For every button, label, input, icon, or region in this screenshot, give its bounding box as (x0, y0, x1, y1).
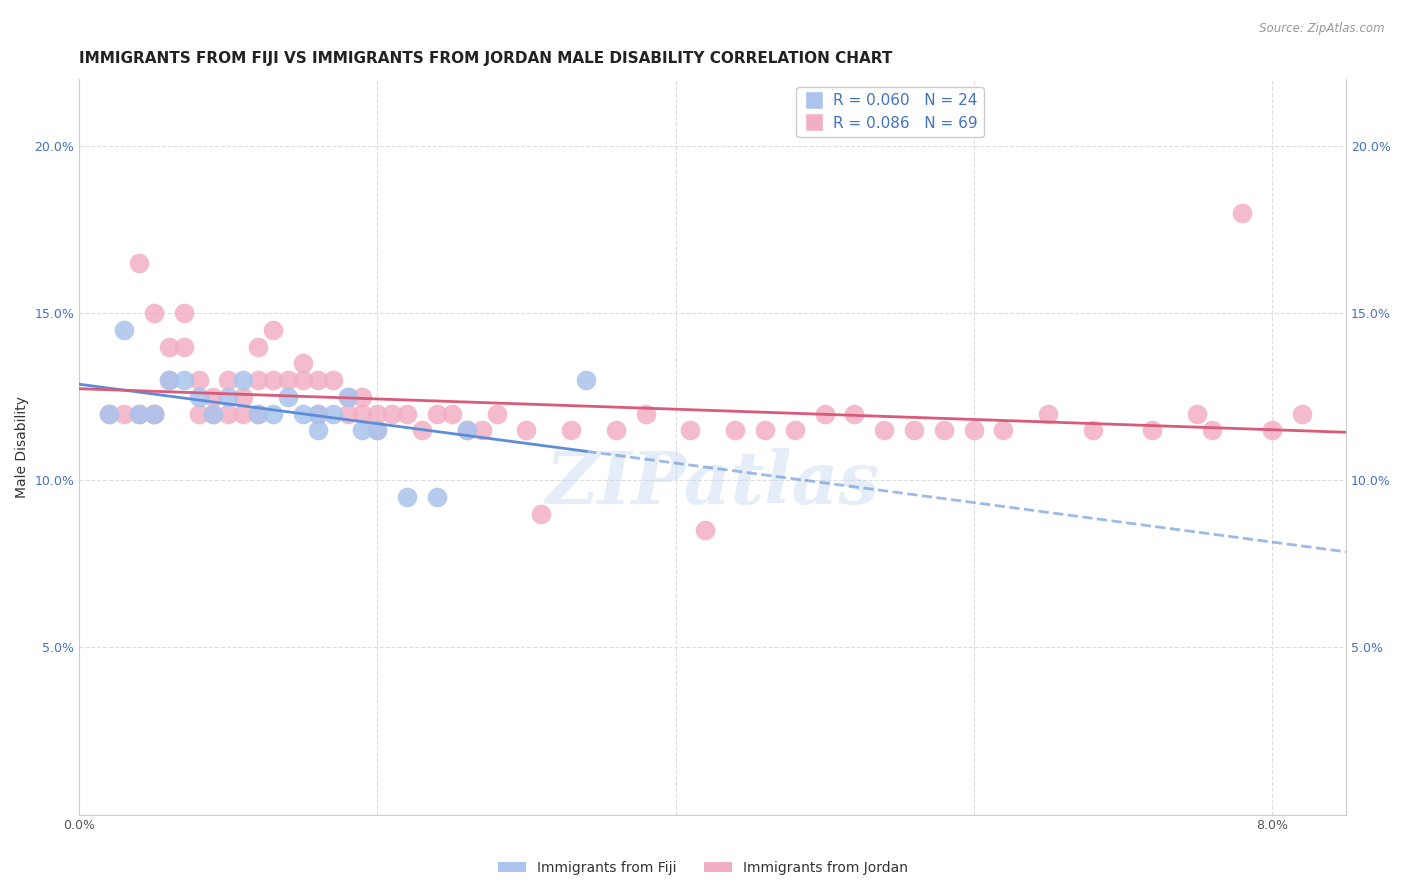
Point (187, 407, 209, 421)
Legend: R = 0.060   N = 24, R = 0.086   N = 69: R = 0.060 N = 24, R = 0.086 N = 69 (796, 87, 984, 136)
Point (247, 407, 270, 421)
Point (98, 407, 121, 421)
Point (291, 407, 314, 421)
Point (1142, 423, 1164, 437)
Point (247, 407, 270, 421)
Point (128, 407, 150, 421)
Point (456, 423, 478, 437)
Point (962, 423, 984, 437)
Text: Source: ZipAtlas.com: Source: ZipAtlas.com (1260, 22, 1385, 36)
Point (217, 373, 239, 387)
Point (396, 490, 419, 504)
Point (426, 490, 449, 504)
Point (679, 423, 702, 437)
Point (336, 390, 359, 404)
Point (202, 407, 225, 421)
Point (202, 407, 225, 421)
Point (157, 373, 180, 387)
Point (173, 373, 195, 387)
Point (202, 390, 225, 404)
Point (307, 407, 329, 421)
Point (322, 407, 344, 421)
Point (993, 423, 1015, 437)
Text: IMMIGRANTS FROM FIJI VS IMMIGRANTS FROM JORDAN MALE DISABILITY CORRELATION CHART: IMMIGRANTS FROM FIJI VS IMMIGRANTS FROM … (79, 51, 893, 66)
Point (307, 423, 329, 437)
Point (142, 407, 165, 421)
Point (366, 423, 388, 437)
Point (366, 423, 388, 437)
Point (471, 423, 494, 437)
Point (724, 423, 747, 437)
Point (157, 373, 180, 387)
Point (813, 407, 835, 421)
Point (411, 423, 433, 437)
Point (187, 390, 209, 404)
Point (322, 373, 344, 387)
Point (352, 423, 374, 437)
Point (903, 423, 925, 437)
Y-axis label: Male Disability: Male Disability (15, 396, 30, 498)
Point (157, 340, 180, 354)
Legend: Immigrants from Fiji, Immigrants from Jordan: Immigrants from Fiji, Immigrants from Jo… (492, 855, 914, 880)
Point (128, 256, 150, 270)
Point (426, 407, 449, 421)
Point (307, 407, 329, 421)
Point (381, 407, 404, 421)
Point (232, 407, 254, 421)
Point (605, 423, 627, 437)
Point (783, 423, 806, 437)
Point (844, 407, 866, 421)
Point (142, 407, 165, 421)
Point (396, 407, 419, 421)
Point (754, 423, 776, 437)
Point (291, 373, 314, 387)
Point (352, 390, 374, 404)
Point (112, 323, 135, 337)
Text: ZIPatlas: ZIPatlas (546, 448, 880, 519)
Point (232, 390, 254, 404)
Point (262, 373, 284, 387)
Point (173, 306, 195, 320)
Point (173, 340, 195, 354)
Point (456, 423, 478, 437)
Point (307, 373, 329, 387)
Point (352, 407, 374, 421)
Point (485, 407, 508, 421)
Point (232, 373, 254, 387)
Point (247, 373, 270, 387)
Point (695, 524, 717, 538)
Point (873, 423, 896, 437)
Point (1230, 206, 1253, 220)
Point (112, 407, 135, 421)
Point (187, 373, 209, 387)
Point (336, 390, 359, 404)
Point (575, 373, 598, 387)
Point (98, 407, 121, 421)
Point (1081, 423, 1104, 437)
Point (142, 407, 165, 421)
Point (530, 507, 553, 521)
Point (560, 423, 582, 437)
Point (336, 407, 359, 421)
Point (1036, 407, 1059, 421)
Point (128, 407, 150, 421)
Point (440, 407, 463, 421)
Point (142, 306, 165, 320)
Point (932, 423, 955, 437)
Point (277, 373, 299, 387)
Point (1201, 423, 1223, 437)
Point (247, 340, 270, 354)
Point (634, 407, 657, 421)
Point (291, 356, 314, 370)
Point (366, 407, 388, 421)
Point (217, 407, 239, 421)
Point (1291, 407, 1313, 421)
Point (262, 323, 284, 337)
Point (217, 390, 239, 404)
Point (1185, 407, 1208, 421)
Point (277, 390, 299, 404)
Point (262, 407, 284, 421)
Point (1261, 423, 1284, 437)
Point (515, 423, 537, 437)
